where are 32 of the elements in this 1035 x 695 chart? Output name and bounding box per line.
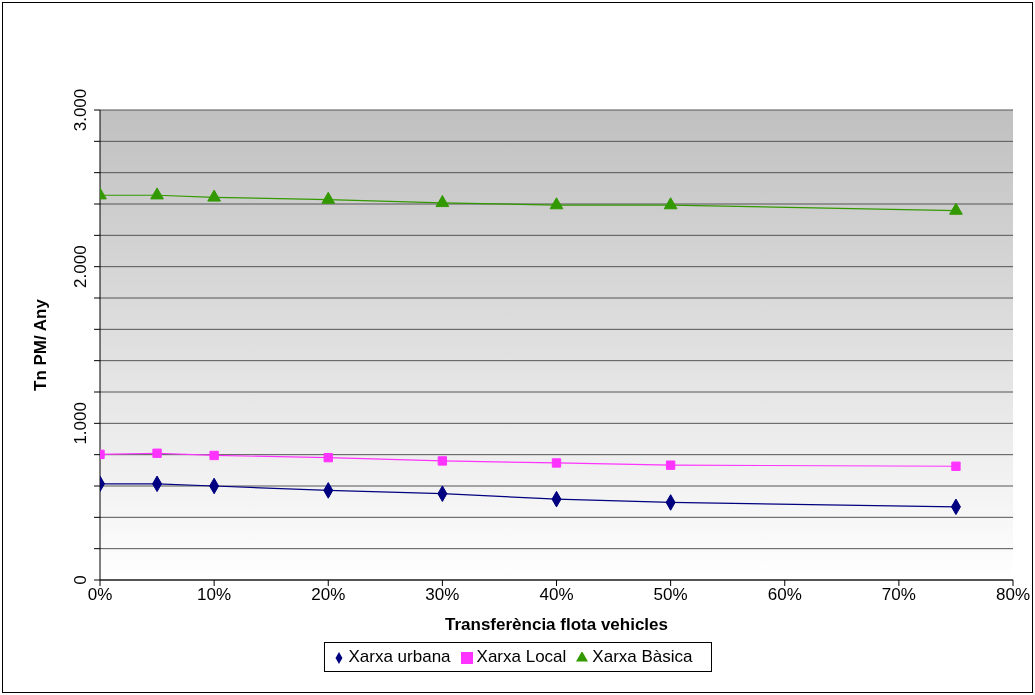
x-tick-label: 10% bbox=[197, 585, 232, 605]
x-tick-label: 0% bbox=[87, 585, 113, 605]
point bbox=[321, 191, 336, 204]
point bbox=[665, 460, 676, 470]
point bbox=[551, 458, 562, 468]
point bbox=[152, 448, 162, 458]
legend-label: Xarxa urbana bbox=[348, 647, 451, 666]
point bbox=[549, 197, 564, 210]
y-tick-label: 2.000 bbox=[71, 245, 90, 288]
x-tick-label: 50% bbox=[653, 585, 688, 605]
x-tick-label: 30% bbox=[425, 585, 460, 605]
point bbox=[437, 456, 448, 466]
x-tick-label: 80% bbox=[995, 585, 1031, 605]
point bbox=[435, 195, 450, 208]
x-tick-label: 20% bbox=[311, 585, 346, 605]
point bbox=[207, 189, 221, 202]
legend-label: Xarxa Local bbox=[476, 647, 567, 666]
x-axis-title: Transferència flota vehicles bbox=[445, 615, 668, 634]
y-tick-label: 0 bbox=[71, 575, 90, 585]
x-tick-label: 40% bbox=[539, 585, 574, 605]
point bbox=[323, 452, 333, 463]
y-tick-label: 3.000 bbox=[71, 88, 90, 132]
y-tick-label: 1.000 bbox=[71, 402, 90, 445]
point bbox=[150, 187, 164, 200]
point bbox=[209, 450, 219, 461]
point bbox=[663, 197, 678, 210]
point bbox=[949, 202, 963, 215]
x-tick-label: 60% bbox=[767, 585, 802, 605]
point bbox=[951, 461, 961, 471]
x-tick-label: 70% bbox=[881, 585, 916, 605]
y-axis-title: Tn PM/ Any bbox=[31, 298, 51, 391]
legend-label: Xarxa Bàsica bbox=[592, 647, 693, 666]
